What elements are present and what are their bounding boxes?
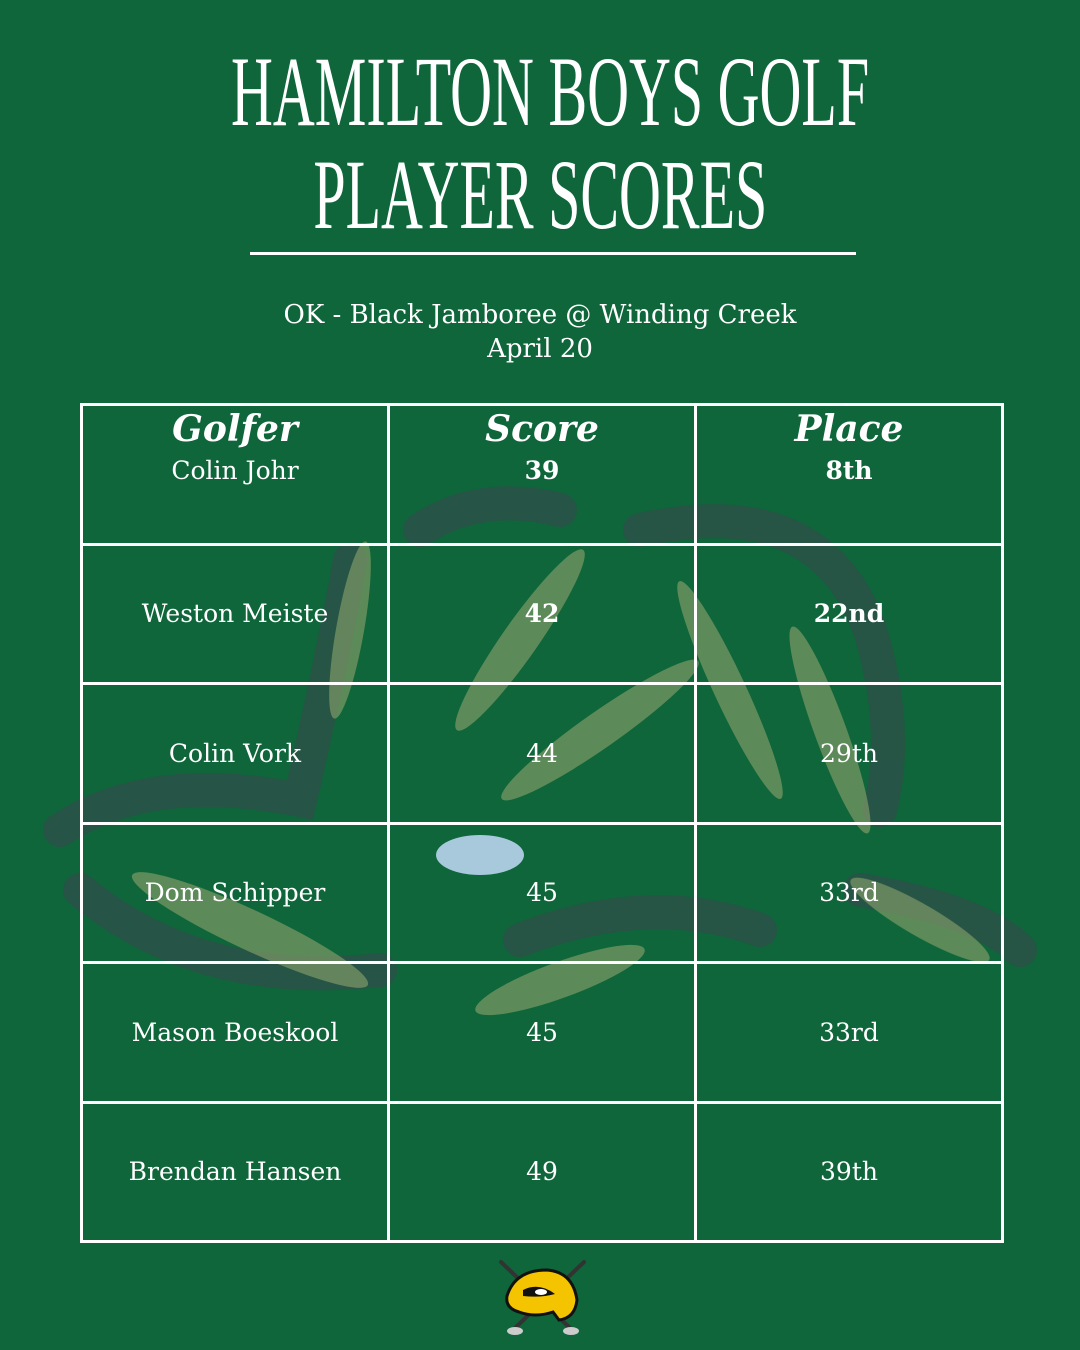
place-value: 29th <box>694 682 1004 825</box>
title-divider <box>250 252 856 255</box>
place-value: 39th <box>694 1100 1004 1243</box>
score-cell: Score 39 <box>387 403 697 546</box>
title-line-1: HAMILTON BOYS GOLF <box>231 36 870 147</box>
hawk-golf-logo-icon <box>499 1260 586 1335</box>
table-row: Weston Meiste 42 22nd <box>80 542 1004 685</box>
event-name: OK - Black Jamboree @ Winding Creek <box>283 300 797 330</box>
scores-table: Golfer Colin Johr Score 39 Place 8th Weston… <box>80 403 1004 1243</box>
golfer-name: Dom Schipper <box>80 821 390 964</box>
table-row: Mason Boeskool 45 33rd <box>80 961 1004 1104</box>
score-value: 45 <box>387 821 697 964</box>
place-value: 33rd <box>694 821 1004 964</box>
event-date: April 20 <box>487 334 593 364</box>
golfer-name: Colin Vork <box>80 682 390 825</box>
score-value: 42 <box>387 542 697 685</box>
column-header-golfer: Golfer <box>172 408 298 450</box>
score-value: 39 <box>524 456 560 485</box>
title-line-2: PLAYER SCORES <box>313 139 767 250</box>
table-row: Colin Vork 44 29th <box>80 682 1004 825</box>
column-header-score: Score <box>485 408 599 450</box>
place-value: 33rd <box>694 961 1004 1104</box>
golfer-name: Brendan Hansen <box>80 1100 390 1243</box>
place-cell: Place 8th <box>694 403 1004 546</box>
golfer-name: Mason Boeskool <box>80 961 390 1104</box>
golfer-cell: Golfer Colin Johr <box>80 403 390 546</box>
table-row: Brendan Hansen 49 39th <box>80 1100 1004 1243</box>
table-row: Golfer Colin Johr Score 39 Place 8th <box>80 403 1004 546</box>
table-row: Dom Schipper 45 33rd <box>80 821 1004 964</box>
column-header-place: Place <box>794 408 904 450</box>
score-value: 44 <box>387 682 697 825</box>
score-value: 45 <box>387 961 697 1104</box>
place-value: 22nd <box>694 542 1004 685</box>
score-value: 49 <box>387 1100 697 1243</box>
golfer-name: Weston Meiste <box>80 542 390 685</box>
golfer-name: Colin Johr <box>171 456 299 485</box>
place-value: 8th <box>825 456 873 485</box>
